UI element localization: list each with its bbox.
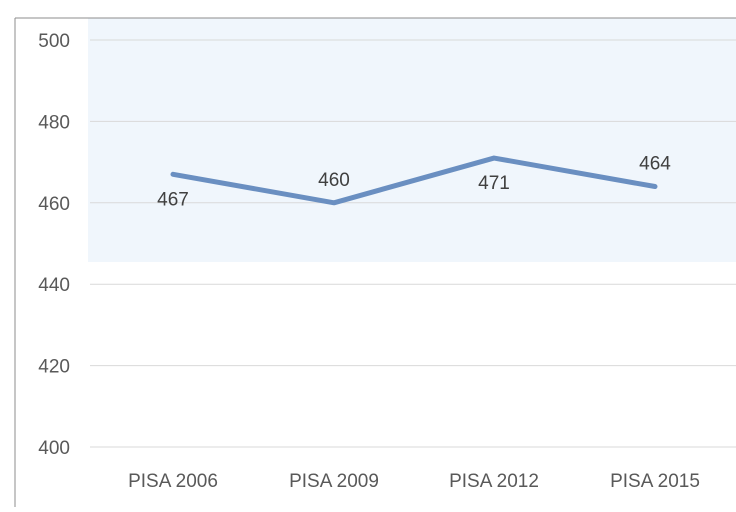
data-label: 471	[478, 173, 510, 194]
data-label: 467	[157, 189, 189, 210]
x-tick-label: PISA 2006	[128, 471, 218, 492]
series-line	[170, 155, 658, 206]
data-label: 464	[639, 154, 671, 175]
x-tick-label: PISA 2009	[289, 471, 379, 492]
y-tick-label: 500	[38, 31, 70, 52]
x-tick-label: PISA 2015	[610, 471, 700, 492]
data-label: 460	[318, 170, 350, 191]
y-tick-label: 460	[38, 194, 70, 215]
x-axis-ticks: PISA 2006 PISA 2009 PISA 2012 PISA 2015	[128, 471, 700, 492]
y-axis-ticks: 400 420 440 460 480 500	[38, 31, 70, 459]
x-tick-label: PISA 2012	[449, 471, 539, 492]
chart-background-band	[88, 18, 736, 262]
data-labels: 467 460 471 464	[157, 154, 671, 211]
y-tick-label: 480	[38, 112, 70, 133]
y-tick-label: 420	[38, 357, 70, 378]
gridlines	[90, 39, 736, 448]
y-tick-label: 440	[38, 275, 70, 296]
y-tick-label: 400	[38, 438, 70, 459]
